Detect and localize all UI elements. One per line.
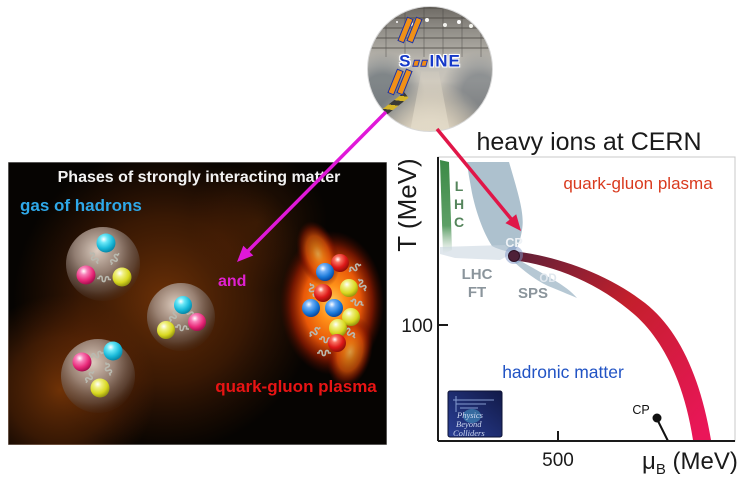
x-axis-unit: (MeV): [666, 448, 738, 475]
hadronic-region-label: hadronic matter: [502, 362, 624, 382]
quark-blue: [316, 263, 334, 281]
left-panel-title: Phases of strongly interacting matter: [58, 169, 341, 186]
lhc-ft-label-line1: LHC: [462, 266, 493, 283]
lhc-ft-label-line2: FT: [468, 284, 486, 301]
quark-yellow: [342, 308, 360, 326]
logo-letter-s: S: [399, 51, 412, 71]
quark-yellow: [112, 267, 132, 287]
quark-yellow: [329, 319, 347, 337]
hadron-sphere: [66, 227, 140, 301]
lhc-band: [440, 160, 452, 254]
gas-of-hadrons-label: gas of hadrons: [20, 196, 142, 215]
quark-yellow: [157, 321, 175, 339]
pbc-logo-line1: Physics: [456, 410, 484, 420]
cp-pin-line: [656, 418, 669, 442]
phases-illustration-panel: Phases of strongly interacting matter ga…: [8, 162, 387, 445]
critical-point-dot: [508, 250, 520, 262]
critical-point-label: CP: [505, 236, 522, 250]
quark-cyan: [174, 296, 192, 314]
hadron-sphere: [147, 283, 215, 351]
x-axis-sub: B: [656, 461, 666, 478]
quark-red: [314, 284, 332, 302]
quark-red: [331, 254, 349, 272]
physics-beyond-colliders-logo: Physics Beyond Colliders: [447, 390, 503, 438]
quark-pink: [72, 352, 92, 372]
quark-cyan: [96, 233, 116, 253]
lhc-vertical-letter: C: [454, 214, 464, 230]
shine-logo: S INE: [368, 7, 492, 131]
quark-pink: [76, 265, 96, 285]
quark-blue: [325, 299, 343, 317]
ceiling-lights: [396, 21, 398, 23]
and-label: and: [218, 273, 246, 290]
qgp-fireball: [280, 221, 384, 388]
qgp-region-label: quark-gluon plasma: [563, 174, 713, 193]
od-label: OD: [539, 273, 556, 285]
quark-red: [328, 334, 346, 352]
x-tick-label: 500: [542, 450, 574, 471]
x-axis-label: μB (MeV): [642, 448, 738, 478]
logo-letters-ine: INE: [429, 51, 461, 71]
experiment-hall-photo: S INE: [367, 6, 493, 132]
lhc-vertical-letter: H: [454, 196, 464, 212]
qgp-label-left: quark-gluon plasma: [215, 377, 377, 396]
y-tick-label: 100: [401, 316, 433, 337]
phase-transition-band: [512, 251, 711, 440]
predicted-cp-label: CP: [632, 403, 649, 417]
cp-pin-dot: [652, 413, 662, 423]
quark-blue: [302, 299, 320, 317]
phase-diagram-panel: heavy ions at CERN L H C CP LHC FT SPS O…: [398, 128, 738, 478]
shine-logo-text: S INE: [399, 51, 461, 72]
hadron-sphere: [61, 339, 135, 413]
lhc-ft-region: [440, 245, 513, 260]
right-panel-title: heavy ions at CERN: [476, 128, 701, 156]
pbc-logo-line3: Colliders: [453, 428, 485, 438]
sps-region: [510, 255, 577, 298]
arrow-to-illustration: [237, 110, 388, 262]
pbc-logo-line2: Beyond: [456, 419, 482, 429]
quark-cyan: [103, 341, 123, 361]
sps-label: SPS: [518, 285, 548, 302]
quark-pink: [188, 313, 206, 331]
y-axis-label: T (MeV): [398, 158, 422, 251]
quark-yellow: [340, 279, 358, 297]
lhc-vertical-letter: L: [455, 178, 464, 194]
quark-yellow: [90, 378, 110, 398]
arrow-to-phase-diagram: [435, 127, 521, 231]
x-axis-mu: μ: [642, 448, 656, 475]
